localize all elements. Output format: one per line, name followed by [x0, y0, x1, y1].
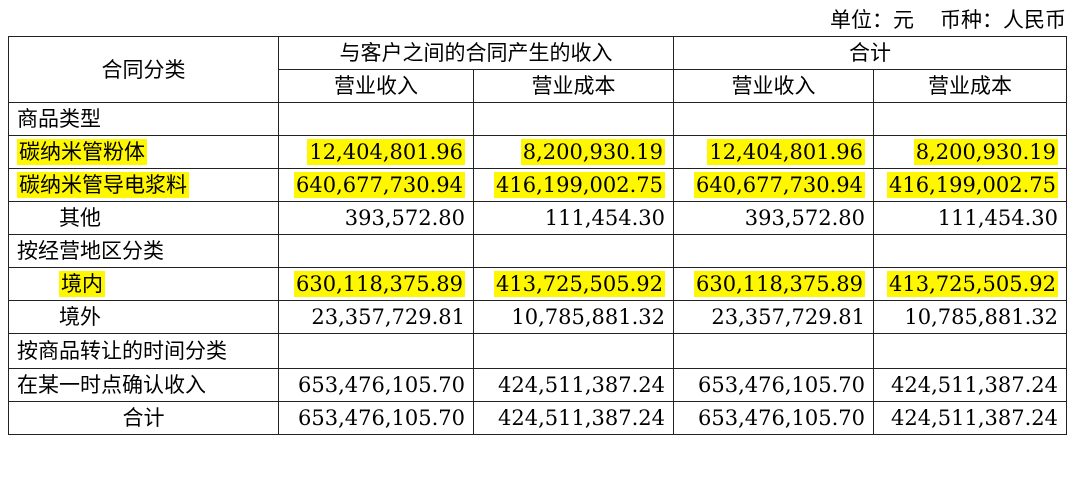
header-cost-2: 营业成本: [873, 69, 1067, 103]
cell-value: 12,404,801.96: [673, 135, 874, 169]
table-row: 境外 23,357,729.81 10,785,881.32 23,357,72…: [8, 300, 1067, 334]
header-cost-1: 营业成本: [473, 69, 674, 103]
cell-value: 413,725,505.92: [473, 267, 674, 301]
cell-value: 8,200,930.19: [873, 135, 1067, 169]
cell-value: 653,476,105.70: [673, 401, 874, 435]
cell-value: 413,725,505.92: [873, 267, 1067, 301]
row-label: 按商品转让的时间分类: [8, 333, 279, 369]
cell-value: [673, 333, 874, 369]
cell-value: 416,199,002.75: [473, 168, 674, 202]
row-label: 碳纳米管粉体: [8, 135, 279, 169]
cell-value: [673, 234, 874, 268]
row-label: 碳纳米管导电浆料: [8, 168, 279, 202]
total-row: 合计 653,476,105.70 424,511,387.24 653,476…: [8, 401, 1067, 435]
table-row: 按经营地区分类: [8, 234, 1067, 268]
cell-value: [473, 234, 674, 268]
cell-value: [673, 102, 874, 136]
cell-value: [473, 333, 674, 369]
cell-value: 640,677,730.94: [278, 168, 474, 202]
row-label: 合计: [8, 401, 279, 435]
table-row: 按商品转让的时间分类: [8, 333, 1067, 369]
cell-value: 424,511,387.24: [473, 401, 674, 435]
cell-value: 653,476,105.70: [673, 368, 874, 402]
table-row: 在某一时点确认收入 653,476,105.70 424,511,387.24 …: [8, 368, 1067, 402]
cell-value: 23,357,729.81: [278, 300, 474, 334]
cell-value: 630,118,375.89: [673, 267, 874, 301]
cell-value: 111,454.30: [873, 201, 1067, 235]
cell-value: 8,200,930.19: [473, 135, 674, 169]
row-label: 在某一时点确认收入: [8, 368, 279, 402]
cell-value: 416,199,002.75: [873, 168, 1067, 202]
header-category: 合同分类: [8, 36, 279, 103]
row-label: 境内: [8, 267, 279, 301]
cell-value: 393,572.80: [673, 201, 874, 235]
cell-value: [873, 234, 1067, 268]
table-row: 其他 393,572.80 111,454.30 393,572.80 111,…: [8, 201, 1067, 235]
cell-value: 630,118,375.89: [278, 267, 474, 301]
cell-value: [278, 234, 474, 268]
unit-currency-line: 单位：元 币种：人民币: [830, 6, 1066, 34]
highlight: 碳纳米管导电浆料: [17, 172, 189, 198]
row-label: 其他: [8, 201, 279, 235]
header-revenue-2: 营业收入: [673, 69, 874, 103]
row-label: 商品类型: [8, 102, 279, 136]
cell-value: [873, 102, 1067, 136]
cell-value: 111,454.30: [473, 201, 674, 235]
cell-value: 10,785,881.32: [873, 300, 1067, 334]
cell-value: 393,572.80: [278, 201, 474, 235]
cell-value: 424,511,387.24: [873, 368, 1067, 402]
highlight: 碳纳米管粉体: [17, 139, 147, 165]
cell-value: [873, 333, 1067, 369]
row-label: 按经营地区分类: [8, 234, 279, 268]
cell-value: 23,357,729.81: [673, 300, 874, 334]
row-label: 境外: [8, 300, 279, 334]
cell-value: 424,511,387.24: [873, 401, 1067, 435]
currency-label: 币种：人民币: [940, 8, 1066, 32]
cell-value: [473, 102, 674, 136]
cell-value: [278, 333, 474, 369]
highlight: 境内: [59, 271, 105, 297]
revenue-table: 合同分类 与客户之间的合同产生的收入 合计 营业收入 营业成本 营业收入 营业成…: [8, 36, 1067, 435]
unit-label: 单位：元: [830, 8, 914, 32]
cell-value: 12,404,801.96: [278, 135, 474, 169]
table-row: 碳纳米管粉体 12,404,801.96 8,200,930.19 12,404…: [8, 135, 1067, 169]
table-row: 碳纳米管导电浆料 640,677,730.94 416,199,002.75 6…: [8, 168, 1067, 202]
cell-value: 653,476,105.70: [278, 368, 474, 402]
cell-value: 10,785,881.32: [473, 300, 674, 334]
header-revenue-1: 营业收入: [278, 69, 474, 103]
header-row-1: 合同分类 与客户之间的合同产生的收入 合计: [8, 36, 1067, 103]
header-group-contract: 与客户之间的合同产生的收入: [278, 36, 674, 70]
cell-value: 653,476,105.70: [278, 401, 474, 435]
table-row: 商品类型: [8, 102, 1067, 136]
cell-value: 640,677,730.94: [673, 168, 874, 202]
cell-value: 424,511,387.24: [473, 368, 674, 402]
header-group-total: 合计: [673, 36, 1067, 70]
cell-value: [278, 102, 474, 136]
table-row: 境内 630,118,375.89 413,725,505.92 630,118…: [8, 267, 1067, 301]
